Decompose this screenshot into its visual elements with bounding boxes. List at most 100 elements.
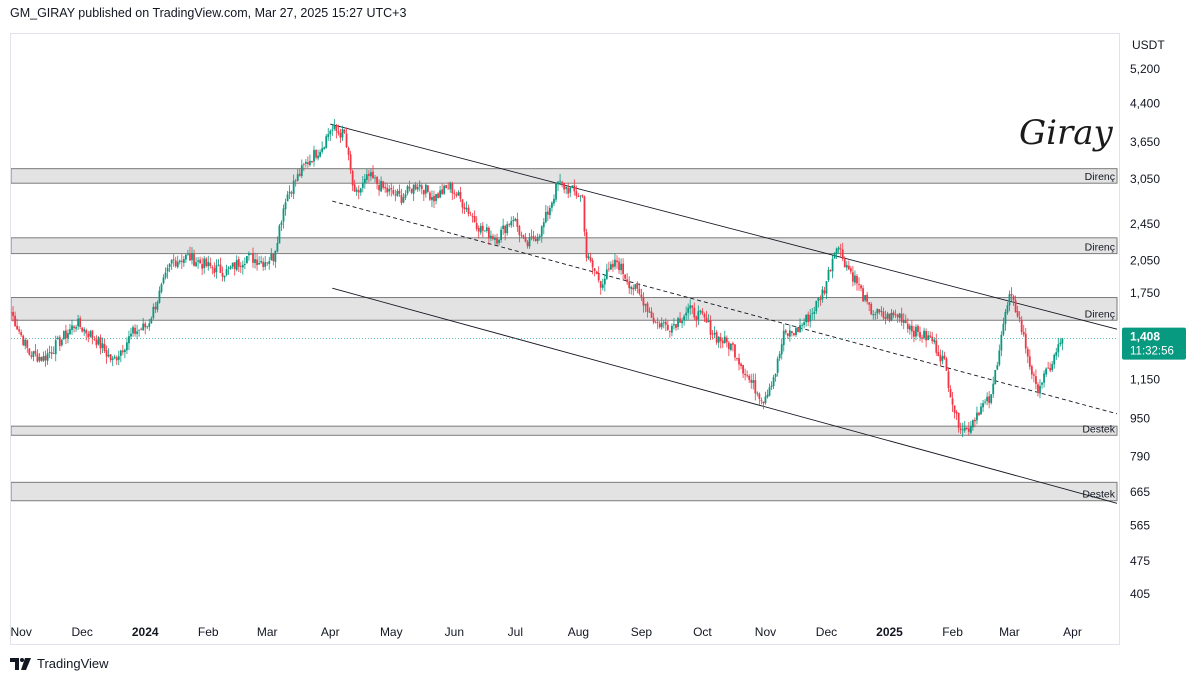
candle-body [571, 185, 574, 188]
candle-body [225, 269, 228, 275]
candle-body [656, 322, 659, 323]
candlestick-chart[interactable]: Direnç Direnç Direnç Destek Destek Nov Dec 2024… [11, 34, 1119, 644]
candle-body [170, 259, 173, 264]
candle-body [219, 264, 222, 273]
candle-body [48, 352, 51, 353]
candle-body [937, 352, 940, 357]
candle-body [447, 188, 450, 190]
candle-body [1028, 356, 1031, 367]
candle-body [959, 428, 962, 430]
candle-body [945, 358, 948, 371]
candle-body [563, 182, 566, 190]
candle-body [748, 375, 751, 380]
time-tick-label: Nov [755, 625, 776, 639]
candle-body [91, 330, 94, 339]
candle-body [902, 320, 905, 323]
candle-body [817, 297, 820, 301]
candle-body [575, 191, 578, 196]
candle-body [597, 273, 600, 281]
candle-body [677, 318, 679, 327]
candle-body [644, 304, 647, 306]
candle-body [473, 216, 476, 223]
candle-body [475, 223, 478, 229]
candle-body [534, 238, 537, 241]
price-axis[interactable]: USDT 405 475 565 665 790 950 1,150 1,750 2,050 2,4… [1120, 33, 1200, 645]
candle-body [215, 265, 218, 273]
candle-body [400, 194, 403, 203]
candle-body [162, 277, 165, 284]
candle-body [809, 314, 812, 322]
candle-body [254, 259, 256, 264]
candle-body [530, 236, 533, 237]
candle-body [14, 315, 16, 327]
candle-body [736, 358, 738, 359]
candle-body [26, 340, 29, 348]
candle-body [1002, 323, 1005, 335]
candle-body [898, 313, 901, 318]
candle-body [707, 320, 710, 323]
candle-body [652, 317, 655, 323]
candle-body [126, 342, 128, 351]
candle-body [445, 185, 448, 189]
candle-body [1055, 352, 1058, 356]
candle-body [412, 184, 415, 194]
chart-frame[interactable]: Direnç Direnç Direnç Destek Destek Nov Dec 2024… [10, 33, 1120, 645]
candle-body [884, 317, 887, 320]
candle-body [1035, 376, 1037, 384]
tradingview-brand[interactable]: TradingView [37, 656, 109, 671]
tradingview-logo-icon[interactable] [10, 657, 32, 670]
candle-body [483, 230, 486, 232]
candle-body [351, 170, 354, 186]
candle-body [904, 320, 907, 324]
candle-body [886, 313, 889, 319]
candle-body [915, 326, 917, 337]
time-tick-label: Oct [693, 625, 712, 639]
candle-body [740, 363, 742, 366]
candle-body [697, 311, 700, 320]
zone-band [11, 481, 1118, 502]
candle-body [382, 181, 385, 188]
candle-body [266, 262, 269, 264]
candle-body [760, 399, 763, 401]
candle-body [309, 160, 311, 166]
candle-body [1057, 344, 1060, 353]
candle-body [44, 355, 47, 361]
candle-body [811, 313, 814, 315]
candle-body [286, 194, 289, 202]
candle-body [485, 227, 488, 231]
candle-body [640, 294, 643, 297]
candle-body [50, 352, 53, 354]
candle-body [83, 329, 86, 332]
candle-body [237, 259, 240, 267]
candle-body [579, 195, 582, 197]
candle-body [1047, 367, 1050, 369]
candle-body [939, 355, 942, 362]
time-tick-label: May [380, 625, 403, 639]
candle-body [189, 253, 191, 261]
candle-body [353, 184, 356, 192]
candle-body [703, 314, 706, 318]
candle-body [642, 297, 645, 306]
candle-body [481, 225, 484, 231]
candle-body [12, 312, 14, 317]
candle-body [256, 259, 258, 266]
publication-header: GM_GIRAY published on TradingView.com, M… [10, 6, 407, 20]
candle-body [660, 322, 663, 328]
candle-body [1030, 366, 1033, 375]
candle-body [380, 180, 383, 192]
candle-body [243, 264, 246, 265]
candle-body [471, 216, 474, 217]
candle-body [388, 188, 391, 192]
price-tick-label: 790 [1130, 449, 1150, 463]
candle-body [965, 427, 968, 430]
candle-body [988, 396, 991, 404]
candle-body [1022, 331, 1025, 335]
candle-body [211, 267, 214, 269]
candle-body [347, 147, 350, 155]
candle-body [852, 272, 854, 282]
candle-body [160, 284, 163, 292]
candle-body [455, 194, 458, 196]
candle-body [298, 173, 301, 176]
candle-body [435, 194, 437, 201]
candle-body [622, 263, 625, 274]
